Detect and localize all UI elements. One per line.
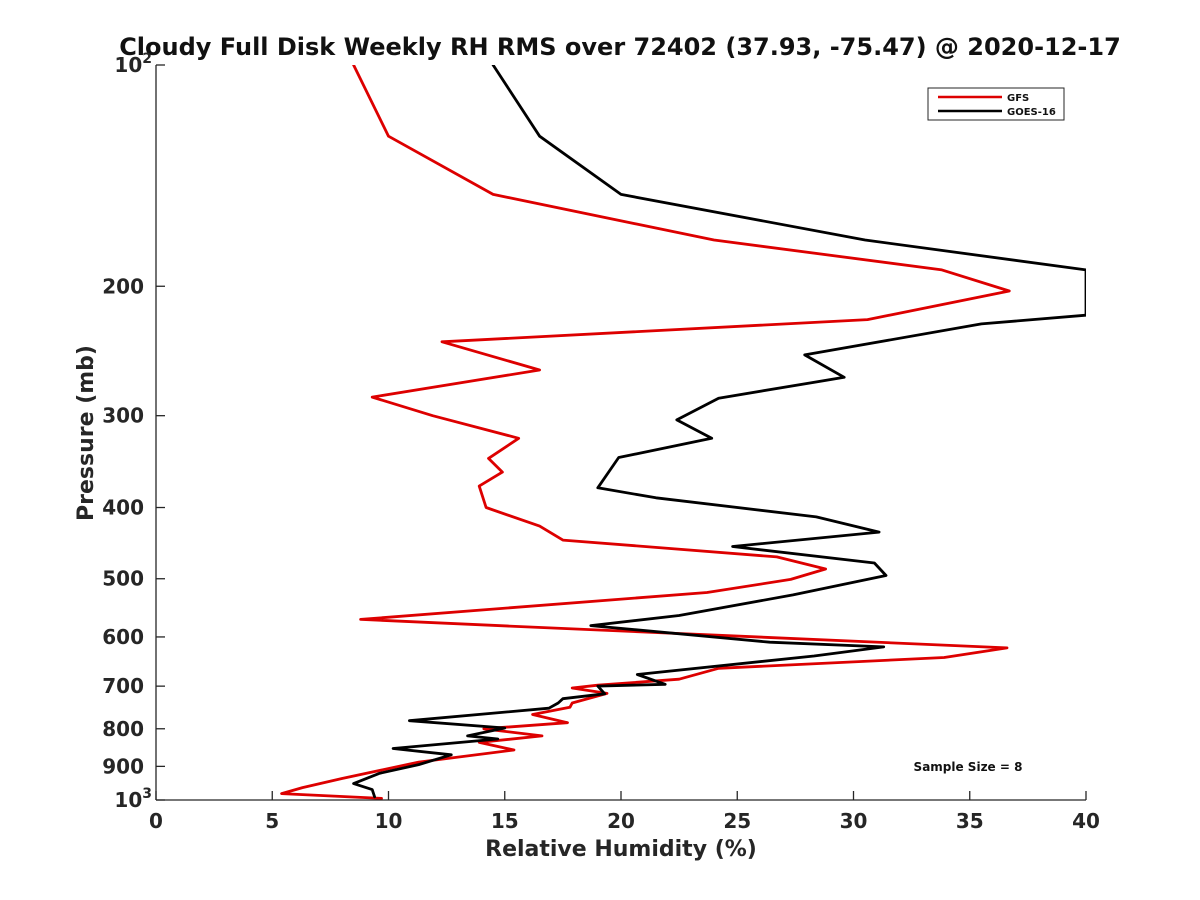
x-tick-label: 15 <box>491 809 519 833</box>
y-tick-base: 10 <box>114 53 142 77</box>
y-tick-label: 700 <box>102 674 144 698</box>
x-tick-label: 30 <box>840 809 868 833</box>
y-tick-exponent: 3 <box>142 786 152 802</box>
y-tick-exponent: 2 <box>142 51 152 67</box>
x-tick-label: 10 <box>375 809 403 833</box>
chart-title: Cloudy Full Disk Weekly RH RMS over 7240… <box>119 33 1121 61</box>
y-tick-label: 500 <box>102 567 144 591</box>
legend: GFS GOES-16 <box>927 87 1065 121</box>
legend-box <box>927 87 1065 121</box>
y-tick-base: 10 <box>114 788 142 812</box>
x-tick-label: 5 <box>265 809 279 833</box>
y-tick-label: 800 <box>102 717 144 741</box>
y-tick-label: 103 <box>114 786 152 812</box>
y-tick-label: 600 <box>102 625 144 649</box>
sample-size-annotation: Sample Size = 8 <box>914 760 1023 774</box>
series-layer <box>280 65 1086 800</box>
x-tick-label: 20 <box>607 809 635 833</box>
legend-label-goes16: GOES-16 <box>1007 107 1056 118</box>
y-tick-label: 400 <box>102 496 144 520</box>
series-line-gfs <box>280 65 1011 800</box>
y-tick-label: 200 <box>102 274 144 298</box>
x-ticks: 0 5 10 15 20 25 30 35 40 <box>149 791 1100 833</box>
y-tick-label: 900 <box>102 754 144 778</box>
y-axis-label: Pressure (mb) <box>74 345 99 521</box>
legend-label-gfs: GFS <box>1007 93 1029 104</box>
series-line-goes16 <box>352 65 1086 799</box>
x-tick-label: 35 <box>956 809 984 833</box>
x-axis-label: Relative Humidity (%) <box>485 837 757 862</box>
x-tick-label: 0 <box>149 809 163 833</box>
x-tick-label: 25 <box>723 809 751 833</box>
y-tick-label: 300 <box>102 404 144 428</box>
y-tick-label: 102 <box>114 51 152 77</box>
x-tick-label: 40 <box>1072 809 1100 833</box>
